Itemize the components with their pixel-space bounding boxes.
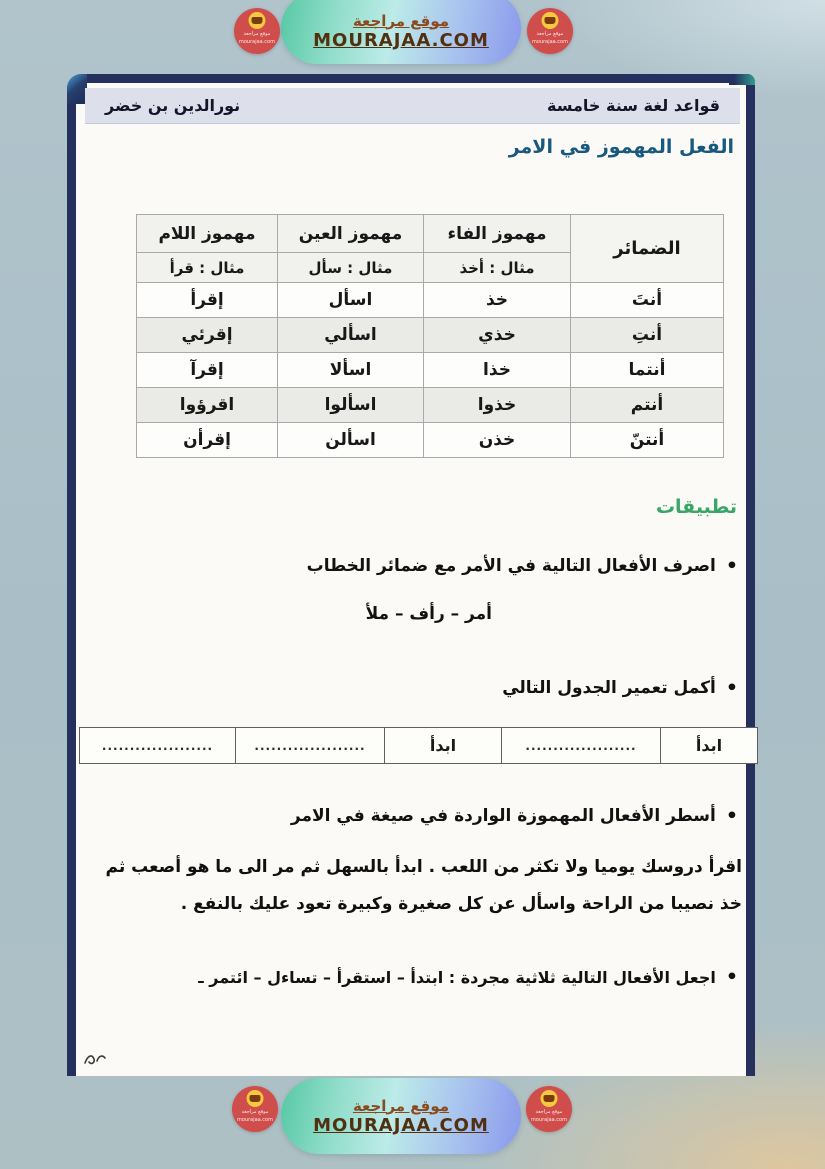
verb-cell: خذا (423, 352, 571, 388)
header-author-label: نورالدين بن خضر (105, 96, 241, 115)
mourajaa-logo: موقع مراجعة mourajaa.com (527, 8, 573, 54)
verb-cell: خذوا (423, 387, 571, 423)
exercise-item-3: أسطر الأفعال المهموزة الواردة في صيغة في… (291, 806, 738, 826)
verb-cell: اسألن (277, 422, 424, 458)
exercise-item-1: اصرف الأفعال التالية في الأمر مع ضمائر ا… (307, 556, 738, 576)
table-row: أنتم خذوا اسألوا اقرؤوا (136, 387, 724, 423)
verb-cell: خذي (423, 317, 571, 353)
applications-heading: تطبيقات (655, 496, 737, 518)
fill-cell-blank: .................... (501, 727, 661, 764)
paragraph-line: اقرأ دروسك يوميا ولا تكثر من اللعب . ابد… (105, 857, 742, 877)
exercise-2-text: أكمل تعمير الجدول التالي (502, 678, 716, 698)
pronoun-cell: أنتما (570, 352, 724, 388)
fill-in-table: ابدأ .................... ابدأ .........… (79, 727, 758, 764)
column-header-lam: مهموز اللام (136, 214, 278, 253)
fill-cell-word: ابدأ (660, 727, 758, 764)
paragraph-line: خذ نصيبا من الراحة واسأل عن كل صغيرة وكب… (180, 894, 742, 914)
verb-cell: إقرأ (136, 282, 278, 318)
header-course-label: قواعد لغة سنة خامسة (546, 96, 720, 115)
verb-cell: اسألي (277, 317, 424, 353)
mourajaa-logo: موقع مراجعة mourajaa.com (234, 8, 280, 54)
page-header-bar: قواعد لغة سنة خامسة نورالدين بن خضر (85, 88, 740, 124)
verb-cell: اسألوا (277, 387, 424, 423)
logo-text-domain: mourajaa.com (238, 39, 275, 45)
pronoun-cell: أنتنّ (570, 422, 724, 458)
book-icon (540, 1090, 558, 1107)
verb-cell: إقرئي (136, 317, 278, 353)
page-corner-ornament-left (67, 74, 87, 104)
book-icon (541, 12, 559, 29)
fill-cell-word: ابدأ (384, 727, 502, 764)
verb-cell: خذ (423, 282, 571, 318)
pronoun-cell: أنتم (570, 387, 724, 423)
table-row: أنتِ خذي اسألي إقرئي (136, 317, 724, 353)
exercise-3-paragraph: اقرأ دروسك يوميا ولا تكثر من اللعب . ابد… (78, 849, 742, 923)
exercise-4-text: اجعل الأفعال التالية ثلاثية مجردة : ابتد… (198, 968, 716, 987)
verb-cell: اسأل (277, 282, 424, 318)
exercise-1-verbs: أمر – رأف – ملأ (365, 604, 492, 624)
exercise-item-4: اجعل الأفعال التالية ثلاثية مجردة : ابتد… (198, 968, 738, 987)
table-example-row: مثال : أخذ مثال : سأل مثال : قرأ (136, 252, 724, 283)
verb-cell: خذن (423, 422, 571, 458)
table-row: أنتنّ خذن اسألن إقرأن (136, 422, 724, 458)
pronoun-cell: أنتَ (570, 282, 724, 318)
example-ain: مثال : سأل (277, 252, 424, 283)
exercise-1-text: اصرف الأفعال التالية في الأمر مع ضمائر ا… (306, 556, 716, 576)
site-name-arabic-link[interactable]: موقع مراجعة (352, 1096, 450, 1115)
book-icon (248, 12, 266, 29)
fill-in-row: ابدأ .................... ابدأ .........… (79, 727, 758, 764)
fill-cell-blank: .................... (235, 727, 385, 764)
table-row: أنتما خذا اسألا إقرآ (136, 352, 724, 388)
logo-text-domain: mourajaa.com (530, 1117, 567, 1123)
verb-cell: إقرآ (136, 352, 278, 388)
logo-text-domain: mourajaa.com (236, 1117, 273, 1123)
book-icon (246, 1090, 264, 1107)
conjugation-table: الضمائر مهموز الفاء مهموز العين مهموز ال… (136, 214, 724, 458)
pronoun-cell: أنتِ (570, 317, 724, 353)
exercise-item-2: أكمل تعمير الجدول التالي (502, 678, 738, 698)
verb-cell: اقرؤوا (136, 387, 278, 423)
column-header-faa: مهموز الفاء (423, 214, 571, 253)
column-header-pronouns: الضمائر (570, 214, 724, 283)
verb-cell: اسألا (277, 352, 424, 388)
watermark-banner-top: موقع مراجعة MOURAJAA.COM (281, 0, 521, 64)
logo-text-arabic: موقع مراجعة (241, 1109, 269, 1115)
page-corner-ornament-right (729, 74, 755, 85)
logo-text-arabic: موقع مراجعة (535, 1109, 563, 1115)
site-name-arabic-link[interactable]: موقع مراجعة (352, 11, 450, 30)
exercise-3-text: أسطر الأفعال المهموزة الواردة في صيغة في… (290, 806, 716, 826)
example-lam: مثال : قرأ (136, 252, 278, 283)
worksheet-page: قواعد لغة سنة خامسة نورالدين بن خضر الفع… (67, 74, 758, 1076)
logo-text-domain: mourajaa.com (531, 39, 568, 45)
table-row: أنتَ خذ اسأل إقرأ (136, 282, 724, 318)
logo-text-arabic: موقع مراجعة (243, 31, 271, 37)
site-domain-link[interactable]: MOURAJAA.COM (313, 29, 489, 51)
fill-cell-blank: .................... (79, 727, 236, 764)
table-header-row: الضمائر مهموز الفاء مهموز العين مهموز ال… (136, 214, 724, 283)
verb-cell: إقرأن (136, 422, 278, 458)
site-domain-link[interactable]: MOURAJAA.COM (313, 1114, 489, 1136)
mourajaa-logo: موقع مراجعة mourajaa.com (232, 1086, 278, 1132)
mourajaa-logo: موقع مراجعة mourajaa.com (526, 1086, 572, 1132)
watermark-banner-bottom: موقع مراجعة MOURAJAA.COM (281, 1078, 521, 1154)
column-header-ain: مهموز العين (277, 214, 424, 253)
logo-text-arabic: موقع مراجعة (536, 31, 564, 37)
handwritten-scribble (84, 1055, 106, 1065)
page-title: الفعل المهموز في الامر (508, 136, 734, 158)
example-faa: مثال : أخذ (423, 252, 571, 283)
